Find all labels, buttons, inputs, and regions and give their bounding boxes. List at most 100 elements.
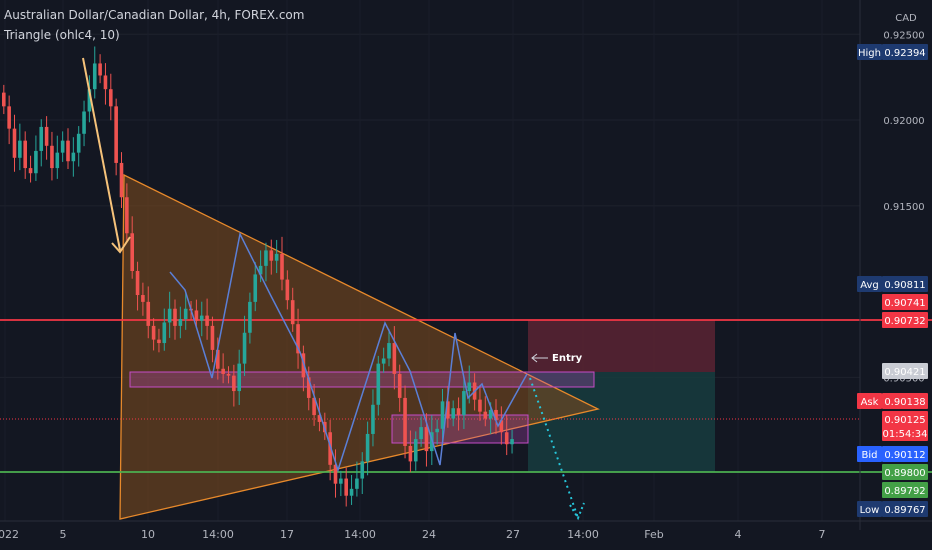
price-tag: 01:54:34 xyxy=(882,425,928,441)
candle xyxy=(504,415,509,456)
candle xyxy=(381,347,386,373)
time-tick-label: 17 xyxy=(280,528,294,541)
downtrend-arrowhead xyxy=(111,236,131,254)
candle xyxy=(178,306,183,339)
candle xyxy=(478,387,482,421)
time-tick-label: 10 xyxy=(141,528,155,541)
zigzag-line[interactable] xyxy=(169,231,528,473)
consolidation-box-upper[interactable] xyxy=(129,371,595,388)
candle xyxy=(232,364,236,407)
entry-annotation[interactable]: Entry xyxy=(531,353,583,364)
entry-label: Entry xyxy=(552,353,583,364)
candle xyxy=(226,366,231,384)
candle xyxy=(146,286,151,339)
price-tag-value: 0.92394 xyxy=(884,48,925,59)
candle xyxy=(435,419,439,445)
candle xyxy=(392,326,397,390)
candle xyxy=(119,152,124,209)
candle xyxy=(103,63,108,105)
candle xyxy=(18,123,22,171)
candle xyxy=(376,355,381,416)
price-tick-label: 0.92500 xyxy=(883,30,924,41)
price-tag: High 0.92394 xyxy=(857,44,928,60)
price-tag: 0.90125 xyxy=(882,411,928,427)
price-tag-label: Low xyxy=(860,505,880,516)
candle xyxy=(290,287,295,332)
price-tag-value: 0.90112 xyxy=(884,450,925,461)
candle xyxy=(50,131,54,181)
candle xyxy=(151,318,156,351)
candle xyxy=(253,262,258,312)
candle xyxy=(312,384,316,426)
candle xyxy=(296,308,300,369)
price-tag-value: 0.90138 xyxy=(884,397,925,408)
candle xyxy=(360,452,365,494)
candle xyxy=(76,126,81,167)
currency-label[interactable]: CAD xyxy=(895,13,917,24)
candle xyxy=(285,270,290,310)
candle xyxy=(135,261,140,311)
candle xyxy=(306,366,311,411)
price-tag-value: 0.89767 xyxy=(884,505,925,516)
candle xyxy=(248,292,252,344)
projection-arrow[interactable] xyxy=(529,377,579,519)
candle xyxy=(419,416,423,447)
candle xyxy=(408,430,413,473)
candle xyxy=(28,155,33,183)
price-tag: Ask 0.90138 xyxy=(857,393,928,409)
candle xyxy=(349,474,354,505)
triangle-pattern[interactable] xyxy=(119,173,600,520)
time-tick-label: 14:00 xyxy=(202,528,234,541)
candle xyxy=(451,400,455,427)
price-tag-label: High xyxy=(858,48,881,59)
time-tick-label: 7 xyxy=(819,528,826,541)
candle xyxy=(499,406,504,445)
candle xyxy=(162,308,167,351)
candle xyxy=(141,282,145,316)
candle xyxy=(12,114,17,172)
time-tick-label: 14:00 xyxy=(344,528,376,541)
candle xyxy=(183,293,188,330)
time-tick-label: 14:00 xyxy=(567,528,599,541)
candle xyxy=(269,239,274,275)
time-tick-label: 27 xyxy=(506,528,520,541)
candle xyxy=(221,353,225,384)
candle xyxy=(87,75,92,123)
candle xyxy=(157,328,161,353)
price-tag-value: 0.89792 xyxy=(884,486,925,497)
candle xyxy=(301,345,306,392)
candle xyxy=(264,242,268,282)
time-tick-label: 4 xyxy=(735,528,742,541)
indicator-label[interactable]: Triangle (ohlc4, 10) xyxy=(4,28,120,42)
candle xyxy=(114,98,118,176)
candle xyxy=(130,216,134,279)
downtrend-arrow[interactable] xyxy=(82,57,121,251)
price-tag-value: 0.90732 xyxy=(884,316,925,327)
projection-arrowhead xyxy=(569,502,585,521)
price-tag-label: Avg xyxy=(860,280,879,291)
price-tag-value: 0.90741 xyxy=(884,298,925,309)
candle xyxy=(125,183,129,243)
candle xyxy=(44,116,49,160)
candle xyxy=(339,470,343,497)
candle xyxy=(66,128,70,169)
price-tag-value: 0.90811 xyxy=(884,280,925,291)
chart-title[interactable]: Australian Dollar/Canadian Dollar, 4h, F… xyxy=(4,8,305,22)
time-axis[interactable]: 2022 5 10 14:00 17 14:00 24 27 14:00 Feb 4 7 xyxy=(0,528,826,541)
candle xyxy=(333,449,338,498)
time-tick-label: Feb xyxy=(644,528,663,541)
candle xyxy=(355,461,359,497)
stop-loss-zone[interactable] xyxy=(528,320,715,372)
candle xyxy=(109,73,113,121)
time-tick-label: 24 xyxy=(422,528,436,541)
price-tag-value: 0.89800 xyxy=(884,468,925,479)
candle xyxy=(92,46,97,99)
take-profit-zone[interactable] xyxy=(528,372,715,472)
candle xyxy=(60,131,65,162)
price-tag: Avg 0.90811 xyxy=(857,276,928,292)
candle xyxy=(365,421,370,476)
candle xyxy=(344,467,348,507)
candle xyxy=(23,131,27,179)
